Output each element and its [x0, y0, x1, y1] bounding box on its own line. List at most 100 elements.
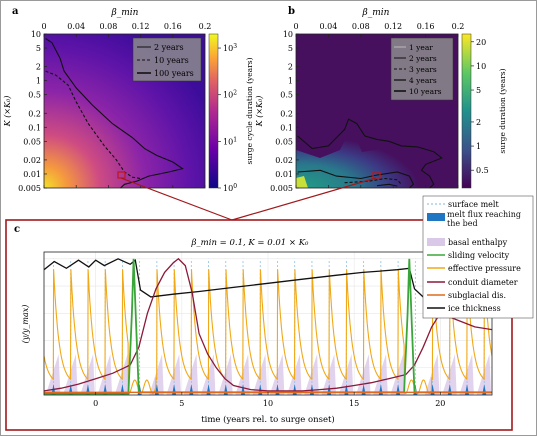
- panel-c-x-ticks: 0 5 10 15 20: [93, 392, 445, 408]
- panel-b-contours: [297, 118, 443, 189]
- legend-subglacial-dis: subglacial dis.: [448, 291, 506, 300]
- x-tick-label: 0.12: [384, 22, 402, 31]
- legend-basal-enthalpy: basal enthalpy: [448, 238, 508, 247]
- colorbar-tick-exponent: 0: [233, 183, 237, 190]
- y-tick-label: 10: [31, 30, 41, 39]
- y-tick-label: 0.01: [23, 170, 41, 179]
- y-tick-label: 0.005: [270, 184, 293, 193]
- panel-a-contours: [45, 38, 184, 189]
- panel-a-legend-entry-3: 100 years: [154, 69, 194, 78]
- y-tick-label: 5: [36, 44, 41, 53]
- panel-b-x-ticks: 0 0.04 0.08 0.12 0.16 0.2: [293, 22, 464, 188]
- y-tick-label: 0.005: [18, 184, 41, 193]
- x-tick-label: 0.12: [132, 22, 150, 31]
- x-tick-label: 0: [293, 22, 298, 31]
- x-tick-label: 20: [435, 399, 445, 408]
- effective-pressure-line: [44, 269, 492, 395]
- panel-c-x-axis-label: time (years rel. to surge onset): [201, 414, 335, 425]
- x-tick-label: 5: [179, 399, 184, 408]
- x-tick-label: 0.04: [67, 22, 85, 31]
- y-tick-label: 0.1: [28, 123, 41, 132]
- panel-b-colorbar: 0.5 1 2 5 10 20 surge duration (years): [461, 33, 507, 189]
- y-tick-label: 0.01: [275, 170, 293, 179]
- panel-c: c β_min = 0.1, K = 0.01 × K₀ 0 5 10 15 20 (y…: [5, 195, 534, 431]
- colorbar-tick-label: 1: [476, 142, 481, 151]
- panel-b-legend-entry-2: 2 years: [409, 54, 437, 63]
- legend-surface-melt: surface melt: [448, 200, 499, 209]
- colorbar-tick-label: 20: [476, 38, 486, 47]
- panel-b-axes-box: [295, 33, 459, 189]
- panel-c-legend: surface melt melt flux reaching the bed …: [422, 195, 534, 319]
- panel-b-legend-entry-1: 1 year: [409, 43, 433, 52]
- y-tick-label: 10: [283, 30, 293, 39]
- panel-b-legend-entry-5: 10 years: [409, 87, 442, 96]
- panel-b-legend-entry-4: 4 years: [409, 76, 437, 85]
- legend-melt-flux: melt flux reaching the bed: [447, 210, 521, 228]
- panel-b-legend-entry-3: 3 years: [409, 65, 437, 74]
- contour-line: [376, 183, 398, 187]
- panel-b-yellow-patch: [296, 176, 308, 188]
- contour-line: [344, 177, 402, 185]
- x-tick-label: 15: [349, 399, 359, 408]
- colorbar-tick-label: 102: [223, 90, 237, 100]
- y-tick-label: 0.2: [28, 109, 41, 118]
- y-tick-label: 0.02: [23, 156, 41, 165]
- colorbar-tick-label: 100: [223, 183, 237, 193]
- y-tick-label: 1: [36, 77, 41, 86]
- panel-b-top-axis-label: β_min: [362, 8, 390, 18]
- x-tick-label: 0.08: [352, 22, 370, 31]
- contour-line: [297, 118, 443, 189]
- contour-line: [297, 169, 415, 189]
- panel-a-axes-box: [43, 33, 206, 189]
- panel-a-legend-entry-2: 10 years: [154, 56, 189, 65]
- panel-c-y-axis-label: (y/y_max): [21, 305, 30, 344]
- colorbar-tick-label: 2: [476, 118, 481, 127]
- panel-a-legend-entry-1: 2 years: [154, 43, 184, 52]
- y-tick-label: 0.1: [280, 123, 293, 132]
- contour-line: [45, 38, 184, 189]
- zoom-connectors: [120, 177, 377, 221]
- x-tick-label: 0.2: [199, 22, 212, 31]
- panel-a-x-ticks: 0 0.04 0.08 0.12 0.16 0.2: [41, 22, 211, 188]
- colorbar-tick-label: 5: [476, 86, 481, 95]
- panel-b-legend: 1 year 2 years 3 years 4 years 10 years: [390, 37, 454, 101]
- panel-a-y-axis-label: K (×K₀): [3, 96, 12, 128]
- panel-c-frame: [5, 219, 513, 431]
- x-tick-label: 0.16: [417, 22, 435, 31]
- x-tick-label: 0.16: [164, 22, 182, 31]
- colorbar-tick-exponent: 2: [233, 90, 237, 97]
- panel-b-y-ticks: 10 5 2 1 0.5 0.2 0.1 0.05 0.02 0.01 0.005: [270, 30, 299, 193]
- panel-a-legend: 2 years 10 years 100 years: [132, 37, 202, 82]
- x-tick-label: 0.2: [452, 22, 465, 31]
- panel-b-label: b: [288, 6, 295, 17]
- y-tick-label: 0.05: [23, 137, 41, 146]
- legend-melt-flux-wrapper: melt flux reaching the bed: [447, 210, 521, 228]
- panel-c-title: β_min = 0.1, K = 0.01 × K₀: [191, 238, 310, 248]
- colorbar-tick-label: 101: [223, 136, 237, 146]
- y-tick-label: 0.2: [280, 109, 293, 118]
- panel-c-label: c: [14, 224, 20, 235]
- legend-sliding-velocity: sliding velocity: [448, 251, 510, 260]
- panel-a-top-axis-label: β_min: [111, 8, 139, 18]
- y-tick-label: 0.05: [275, 137, 293, 146]
- x-tick-label: 0: [93, 399, 98, 408]
- x-tick-label: 10: [263, 399, 273, 408]
- y-tick-label: 0.5: [28, 91, 41, 100]
- colorbar-tick-label: 0.5: [476, 166, 489, 175]
- y-tick-label: 0.5: [280, 91, 293, 100]
- y-tick-label: 2: [288, 63, 293, 72]
- legend-ice-thickness: ice thickness: [448, 304, 501, 313]
- panel-a-label: a: [12, 6, 19, 17]
- panel-a-y-ticks: 10 5 2 1 0.5 0.2 0.1 0.05 0.02 0.01 0.005: [18, 30, 47, 193]
- series-line: [44, 258, 492, 298]
- colorbar-tick-exponent: 1: [233, 136, 237, 143]
- y-tick-label: 0.02: [275, 156, 293, 165]
- x-tick-label: 0.08: [99, 22, 117, 31]
- y-tick-label: 1: [288, 77, 293, 86]
- contour-line: [45, 70, 141, 180]
- panel-b: b β_min 0 0.04 0.08 0.12 0.16 0.2 105210.50.2…: [255, 6, 507, 193]
- panel-b-colorbar-label: surge duration (years): [498, 68, 507, 153]
- panel-a: a β_min 0 0.04 0.08 0.12 0.16 0.2 10 5 2 1 0.5 0.2…: [3, 6, 254, 193]
